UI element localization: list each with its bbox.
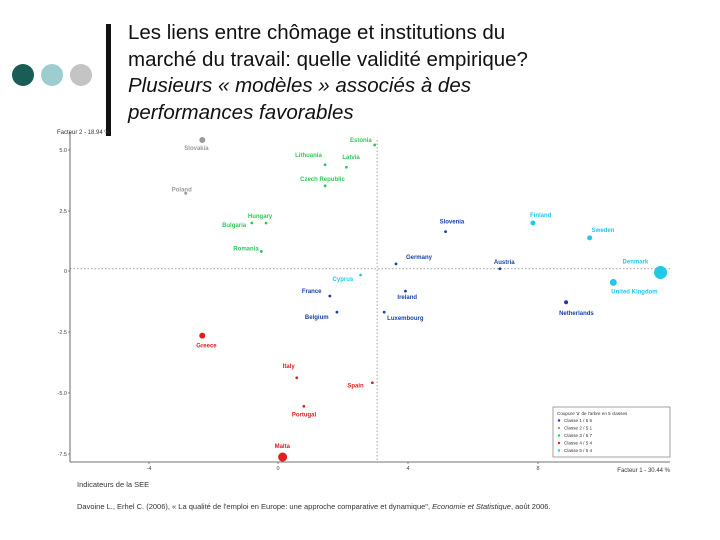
legend-marker [557, 449, 561, 452]
point-label: Bulgaria [222, 223, 247, 229]
point-label: Greece [196, 344, 217, 350]
x-tick-label: 0 [276, 466, 279, 472]
point-label: Portugal [292, 412, 317, 418]
point-finland [530, 220, 536, 226]
point-label: Lithuania [295, 153, 322, 159]
x-tick-label: -4 [147, 466, 152, 472]
point-label: Austria [494, 260, 515, 266]
point-label: Hungary [248, 214, 273, 220]
footnote: Indicateurs de la SEE [77, 480, 150, 489]
point-lithuania [323, 163, 327, 167]
point-label: Estonia [350, 138, 372, 144]
title-line-3: Plusieurs « modèles » associés à des [128, 74, 471, 97]
point-label: Sweden [592, 228, 615, 234]
point-latvia [344, 165, 348, 169]
source-pre: Davoine L., Erhel C. (2006), « La qualit… [77, 502, 433, 511]
legend-entry: Classe 3 / 5 7 [564, 433, 593, 438]
point-slovakia [199, 137, 206, 143]
point-label: Latvia [342, 155, 360, 161]
source-journal: Economie et Statistique [432, 502, 511, 511]
point-poland [184, 191, 188, 195]
y-tick-label: 2.5 [59, 209, 67, 215]
point-malta [278, 452, 288, 462]
source-post: , août 2006. [510, 502, 551, 511]
point-label: Slovenia [440, 220, 465, 226]
point-label: Romania [233, 246, 259, 252]
point-united-kingdom [609, 278, 617, 286]
legend-marker [557, 441, 561, 445]
point-belgium [335, 310, 339, 314]
point-label: Netherlands [559, 311, 594, 317]
legend-marker [557, 419, 561, 422]
point-label: Ireland [397, 295, 417, 301]
y-tick-label: 0 [64, 269, 67, 275]
point-estonia [373, 143, 377, 147]
point-label: Belgium [305, 315, 329, 321]
point-germany [394, 262, 398, 266]
point-label: Italy [283, 364, 296, 370]
title-accent-bar [106, 24, 111, 136]
legend-marker [557, 426, 561, 430]
point-label: Cyprus [333, 277, 354, 283]
point-label: Slovakia [184, 146, 209, 152]
point-hungary [250, 221, 254, 225]
y-tick-label: 5.0 [59, 148, 67, 154]
point-italy [295, 376, 299, 380]
point-ireland [404, 289, 407, 293]
point-denmark [654, 266, 668, 280]
legend-entry: Classe 4 / 5 4 [564, 441, 593, 446]
point-luxembourg [382, 310, 386, 314]
point-sweden [587, 235, 593, 241]
dot-grey [70, 64, 92, 86]
point-portugal [302, 404, 306, 408]
point-romania [259, 250, 263, 253]
y-tick-label: -2.5 [58, 330, 67, 336]
x-tick-label: 4 [406, 466, 409, 472]
point-netherlands [564, 300, 569, 305]
point-label: Poland [172, 187, 192, 193]
legend-entry: Classe 1 / 5 5 [564, 418, 593, 423]
point-bulgaria [264, 221, 268, 225]
y-tick-label: -5.0 [58, 391, 67, 397]
slide-title: Les liens entre chômage et institutions … [128, 20, 718, 126]
point-label: Malta [275, 444, 291, 450]
point-label: Spain [347, 384, 364, 390]
point-cyprus [359, 273, 362, 277]
x-tick-label: 8 [536, 466, 539, 472]
title-line-4: performances favorables [128, 100, 354, 124]
point-spain [370, 381, 374, 385]
point-label: Denmark [623, 260, 649, 266]
point-label: Finland [530, 213, 552, 219]
point-label: Germany [406, 255, 433, 261]
point-label: Luxembourg [387, 316, 424, 322]
dot-light-teal [41, 64, 63, 86]
title-line-1: Les liens entre chômage et institutions … [128, 21, 506, 44]
point-label: Czech Republic [300, 177, 345, 183]
x-axis-label: Facteur 1 - 30.44 % [617, 468, 670, 474]
title-line-2: marché du travail: quelle validité empir… [128, 47, 528, 71]
point-greece [199, 332, 206, 339]
y-axis-label: Facteur 2 - 18.94 % [57, 130, 110, 136]
source-citation: Davoine L., Erhel C. (2006), « La qualit… [77, 502, 551, 511]
legend-title: Coupure 'a' de l'arbre en 5 classes [557, 411, 628, 416]
legend-marker [557, 434, 561, 437]
dot-dark [12, 64, 34, 86]
point-france [328, 294, 332, 298]
legend-entry: Classe 5 / 5 4 [564, 448, 593, 453]
y-tick-label: -7.5 [58, 452, 67, 458]
legend-entry: Classe 2 / 5 1 [564, 426, 593, 431]
legend-box [552, 406, 671, 458]
point-slovenia [444, 230, 447, 234]
point-austria [498, 267, 502, 271]
point-label: France [302, 289, 322, 295]
point-label: United Kingdom [611, 289, 657, 295]
point-czech-republic [323, 184, 327, 188]
